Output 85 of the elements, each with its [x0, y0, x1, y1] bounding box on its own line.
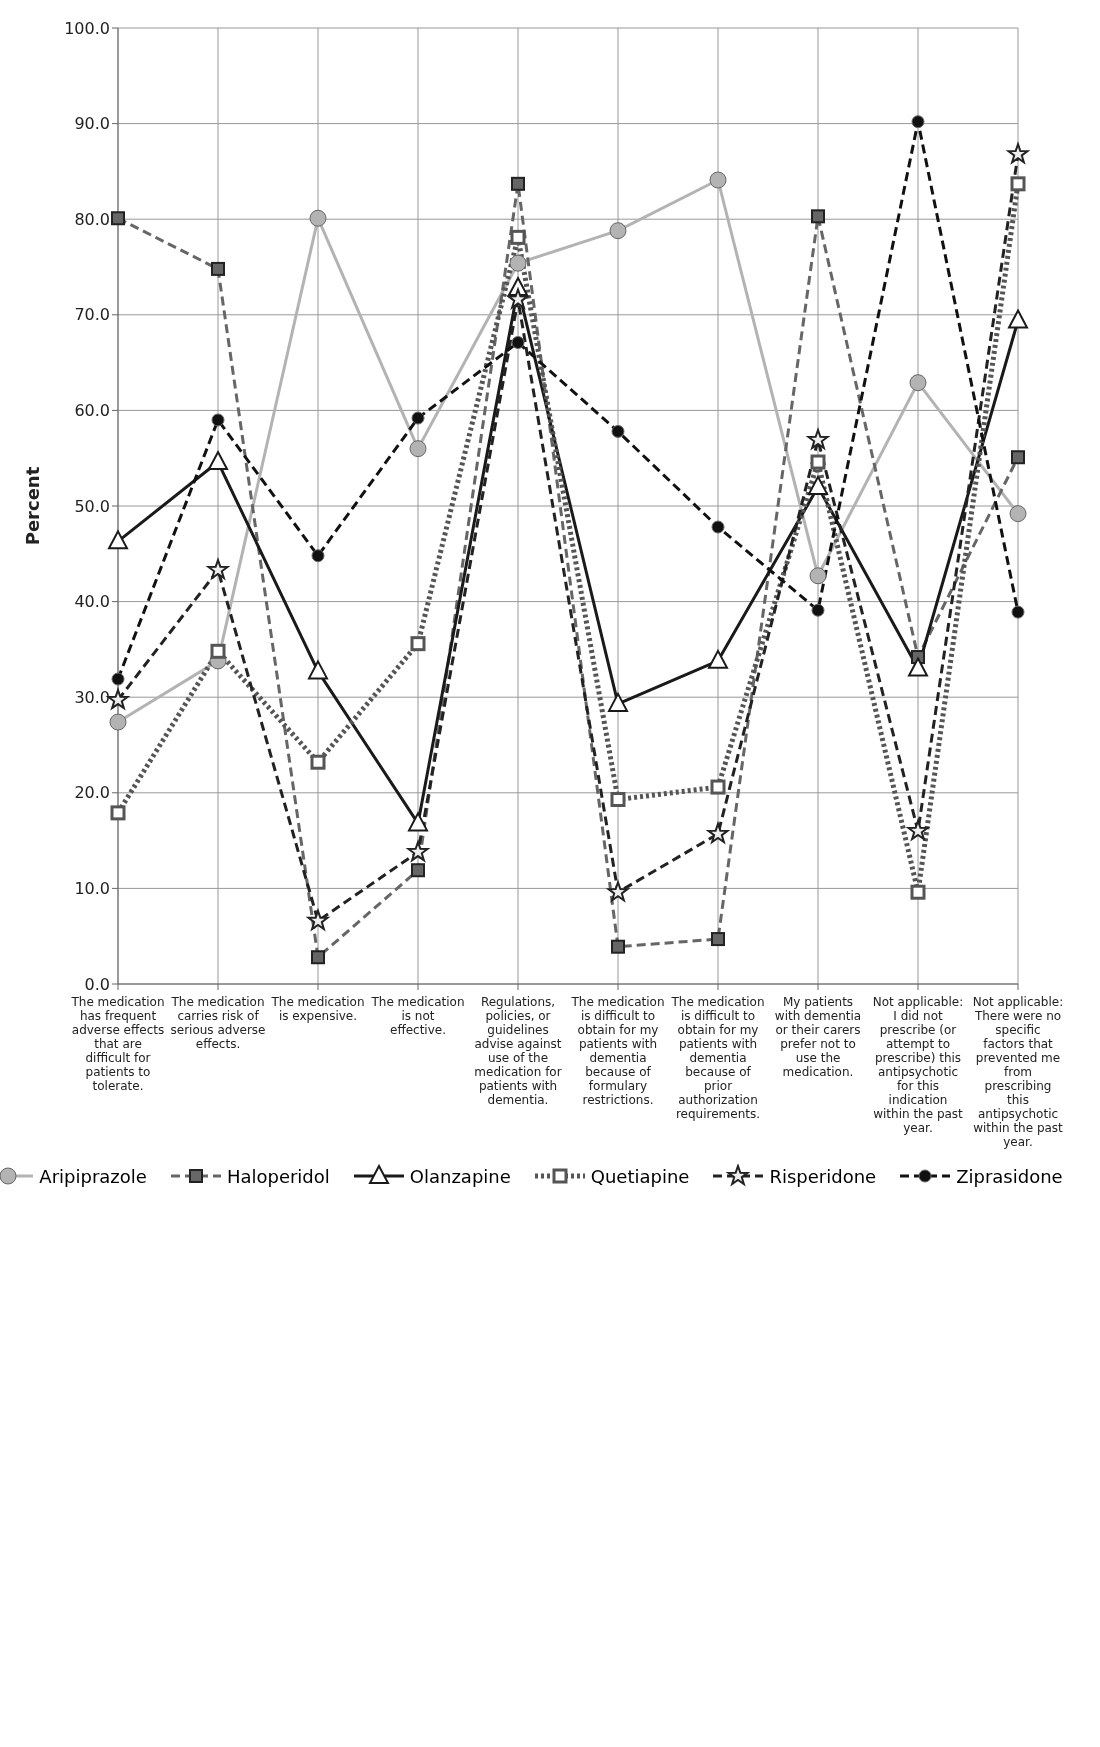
y-tick-label: 0.0 [84, 974, 110, 994]
point [108, 530, 128, 550]
category-label: Not applicable: I did not prescribe (or attempt to prescribe) this antipsychotic for this indication within the past year. [872, 995, 964, 1135]
point [1011, 605, 1025, 619]
x-tick-label: Regulations, policies, or guidelines advise against use of the medication for patients with dementia. [474, 995, 562, 1107]
y-tick-label: 60.0 [74, 401, 110, 421]
point [408, 812, 428, 832]
point [111, 672, 125, 686]
point [210, 643, 226, 659]
point [211, 261, 225, 276]
point [409, 440, 427, 458]
point [1009, 505, 1027, 523]
legend-label: Olanzapine [409, 1165, 511, 1187]
point [1008, 309, 1028, 329]
point [607, 881, 629, 902]
point [207, 559, 229, 580]
point [709, 171, 727, 189]
y-tick-label: 100.0 [64, 18, 110, 38]
point [510, 229, 526, 245]
legend-label: Haloperidol [226, 1165, 330, 1187]
x-tick-label: My patients with dementia or their carers prefer not to use the medication. [774, 995, 862, 1079]
y-tick-label: 10.0 [74, 879, 110, 899]
y-tick-label: 70.0 [74, 305, 110, 325]
point [211, 413, 225, 427]
point [110, 805, 126, 821]
point [610, 791, 626, 807]
legend-label: Ziprasidone [956, 1165, 1063, 1187]
point [910, 884, 926, 900]
point [1010, 176, 1026, 192]
point [611, 939, 625, 954]
point [309, 209, 327, 227]
point [208, 451, 228, 471]
point [1007, 143, 1029, 164]
point [407, 841, 429, 862]
x-tick-label: The medication is not effective. [370, 995, 465, 1037]
point [608, 692, 628, 712]
point [311, 549, 325, 563]
category-label: Not applicable: There were no specific factors that prevented me from prescribing this antipsychotic within the past year. [972, 995, 1064, 1149]
point [811, 603, 825, 617]
x-tick-label: The medication is expensive. [270, 995, 365, 1023]
legend-label: Quetiapine [590, 1165, 690, 1187]
point [509, 254, 527, 272]
category-label: The medication is difficult to obtain for my patients with dementia because of prior authorization requirements. [671, 995, 765, 1121]
point [811, 209, 825, 224]
x-tick-label: The medication is difficult to obtain for my patients with dementia because of formulary restrictions. [570, 995, 665, 1107]
y-tick-label: 90.0 [74, 114, 110, 134]
point [511, 176, 525, 191]
point [711, 932, 725, 947]
point [708, 649, 728, 669]
point [907, 820, 929, 841]
point [807, 429, 829, 450]
y-tick-label: 20.0 [74, 783, 110, 803]
point [609, 222, 627, 240]
x-tick-label: The medication has frequent adverse effects that are difficult for patients to tolerate. [70, 995, 165, 1093]
point [710, 779, 726, 795]
point [410, 636, 426, 652]
point [707, 822, 729, 843]
point [411, 863, 425, 878]
legend-label: Aripiprazole [39, 1165, 147, 1187]
y-axis-title: Percent [22, 466, 44, 546]
point [908, 657, 928, 677]
point [107, 689, 129, 710]
point [810, 454, 826, 470]
x-tick-label: The medication carries risk of serious adverse effects. [170, 995, 266, 1051]
point [310, 754, 326, 770]
point [911, 115, 925, 129]
point [909, 374, 927, 392]
point [808, 475, 828, 495]
y-tick-label: 50.0 [74, 496, 110, 516]
y-tick-label: 80.0 [74, 209, 110, 229]
point [307, 909, 329, 930]
point [611, 424, 625, 438]
point [511, 336, 525, 350]
point [111, 211, 125, 226]
y-tick-label: 30.0 [74, 687, 110, 707]
point [308, 660, 328, 680]
point [411, 411, 425, 425]
legend-label: Risperidone [769, 1165, 877, 1187]
point [507, 288, 529, 309]
point [809, 567, 827, 585]
point [1011, 450, 1025, 465]
point [109, 713, 127, 731]
y-tick-label: 40.0 [74, 592, 110, 612]
point [311, 950, 325, 965]
point [711, 520, 725, 534]
